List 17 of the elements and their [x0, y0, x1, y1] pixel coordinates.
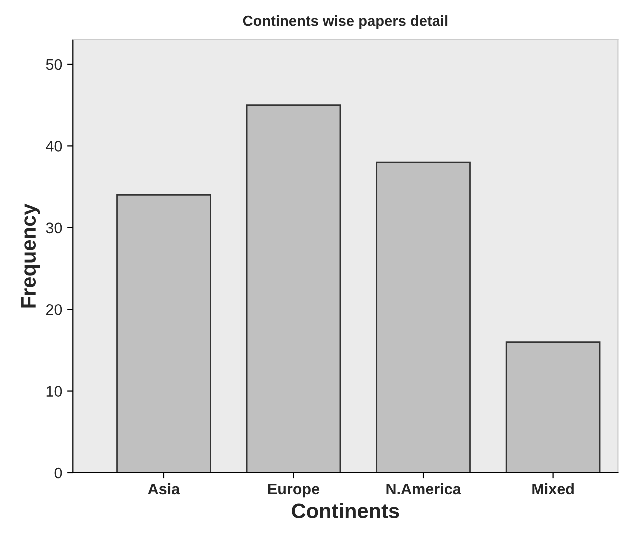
- y-tick-label: 20: [46, 304, 62, 316]
- x-tick-label: Asia: [148, 483, 180, 495]
- x-tick-label: Mixed: [532, 483, 574, 495]
- y-tick-label: 10: [46, 386, 62, 397]
- y-tick-label: 50: [46, 59, 62, 70]
- x-tick-label: Europe: [268, 484, 320, 498]
- x-axis-title: Continents: [292, 503, 400, 518]
- chart-title: Continents wise papers detail: [243, 16, 448, 30]
- bar: [376, 162, 471, 473]
- bar: [506, 342, 601, 473]
- y-tick-label: 40: [46, 141, 62, 152]
- y-axis-title: Frequency: [22, 204, 40, 308]
- x-tick-label: N.America: [386, 483, 462, 495]
- y-tick-label: 0: [54, 468, 62, 479]
- bar: [116, 194, 212, 473]
- y-tick-label: 30: [46, 222, 62, 234]
- bar: [246, 104, 342, 473]
